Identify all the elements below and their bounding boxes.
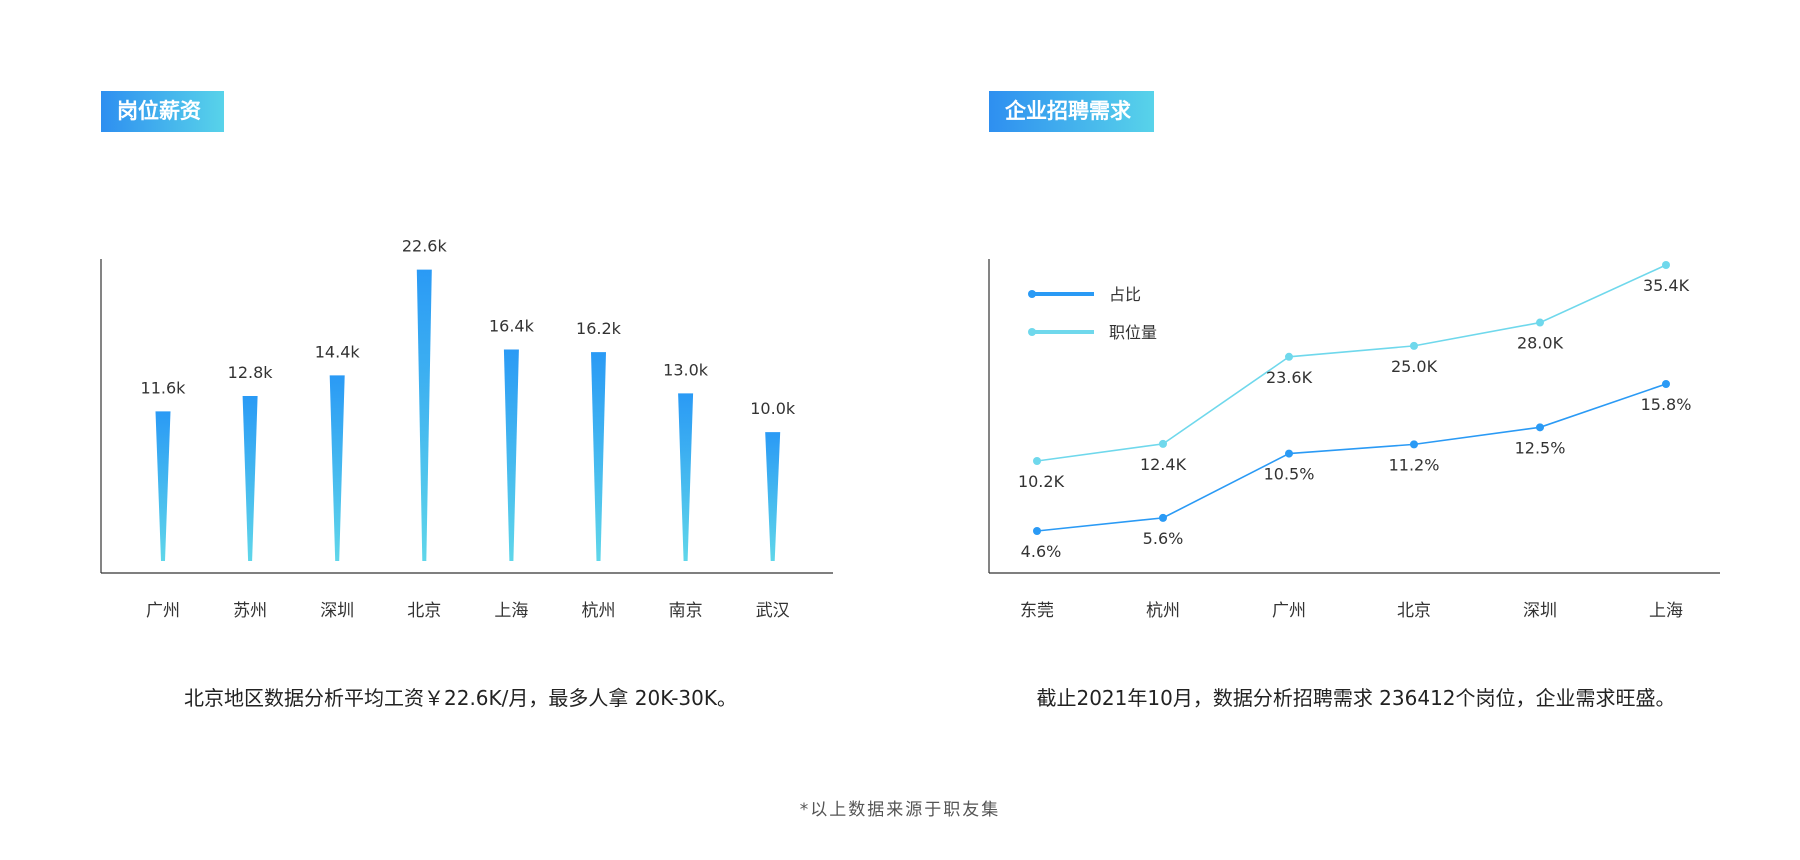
legend-positions-marker [1028,328,1036,336]
salary-city-tick-label: 上海 [494,601,528,621]
salary-panel-title: 岗位薪资 [101,91,224,132]
salary-bar-value-label: 12.8k [228,363,274,382]
share-value-label: 10.5% [1264,465,1315,484]
legend-share-marker [1028,290,1036,298]
positions-point [1285,352,1293,361]
demand-city-tick-label: 上海 [1649,601,1683,621]
salary-bar [503,349,519,561]
legend-positions-label: 职位量 [1109,323,1157,342]
share-point [1159,513,1167,522]
share-value-label: 15.8% [1641,395,1692,414]
positions-value-label: 10.2K [1018,472,1065,491]
share-value-label: 4.6% [1021,542,1062,561]
salary-bar [329,375,345,561]
salary-bar-value-label: 14.4k [315,342,361,361]
salary-city-tick-label: 武汉 [756,601,790,621]
positions-value-label: 25.0K [1391,357,1438,376]
positions-value-label: 23.6K [1266,368,1313,387]
salary-bar [155,411,171,561]
salary-city-tick-label: 南京 [669,601,703,621]
demand-panel-title: 企业招聘需求 [989,91,1154,132]
salary-bar-value-label: 13.0k [663,360,709,379]
salary-caption: 北京地区数据分析平均工资￥22.6K/月，最多人拿 20K-30K。 [184,686,737,710]
positions-value-label: 12.4K [1140,455,1187,474]
share-point [1410,440,1418,449]
positions-point [1536,318,1544,327]
salary-bar-value-label: 10.0k [750,399,796,418]
positions-point [1662,261,1670,269]
demand-city-tick-label: 东莞 [1020,601,1054,621]
share-point [1662,380,1670,388]
share-point [1536,423,1544,432]
positions-value-label: 35.4K [1643,276,1690,295]
data-source-footnote: *以上数据来源于职友集 [799,800,1001,820]
positions-value-label: 28.0K [1517,334,1564,353]
positions-point [1159,439,1167,448]
salary-city-tick-label: 杭州 [582,601,616,621]
share-point [1285,449,1293,458]
positions-point [1033,457,1041,465]
demand-city-tick-label: 北京 [1397,601,1431,621]
salary-city-tick-label: 北京 [407,601,441,621]
salary-city-tick-label: 深圳 [320,601,354,621]
demand-city-tick-label: 广州 [1272,601,1306,621]
salary-bar [765,432,781,561]
positions-point [1410,341,1418,350]
salary-bar-value-label: 16.4k [489,317,535,336]
salary-city-tick-label: 苏州 [233,601,267,621]
salary-bar-value-label: 11.6k [141,378,187,397]
salary-bar [242,395,258,561]
salary-bar [678,393,694,561]
salary-bar-value-label: 22.6k [402,237,448,256]
salary-bar [416,269,432,561]
share-value-label: 11.2% [1389,455,1440,474]
positions-series-line [1036,264,1667,462]
share-value-label: 5.6% [1143,529,1184,548]
share-point [1033,527,1041,535]
salary-bar-value-label: 16.2k [576,319,622,338]
demand-city-tick-label: 杭州 [1146,601,1180,621]
share-series-line [1036,383,1667,532]
demand-city-tick-label: 深圳 [1523,601,1557,621]
share-value-label: 12.5% [1515,438,1566,457]
salary-city-tick-label: 广州 [146,601,180,621]
salary-bar [591,352,606,561]
demand-caption: 截止2021年10月，数据分析招聘需求 236412个岗位，企业需求旺盛。 [1036,686,1676,710]
legend-share-label: 占比 [1109,285,1141,304]
